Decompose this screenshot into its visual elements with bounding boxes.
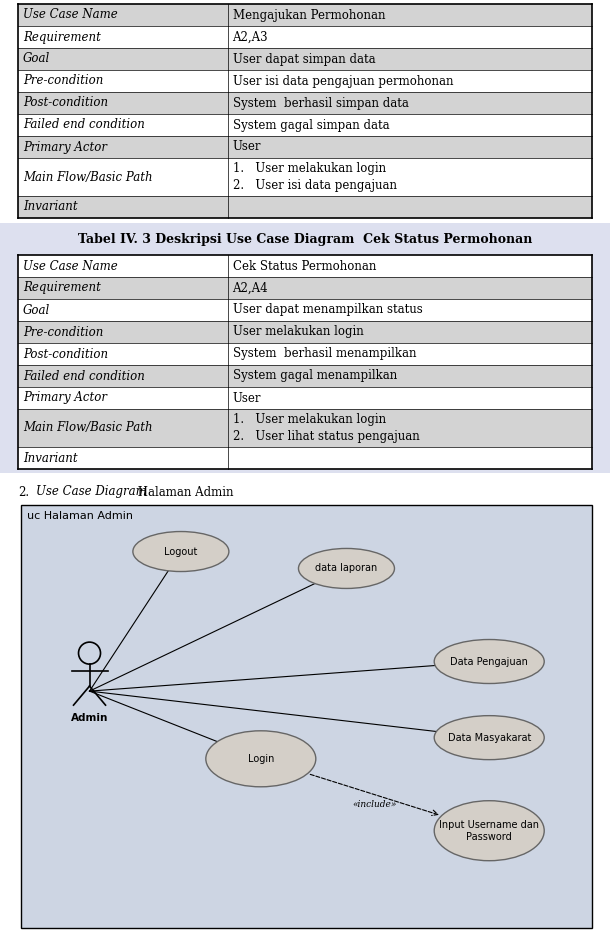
- Ellipse shape: [298, 548, 395, 588]
- Bar: [18, 299, 592, 321]
- Bar: [18, 343, 592, 365]
- Text: 2.   User isi data pengajuan: 2. User isi data pengajuan: [232, 179, 396, 192]
- Bar: [18, 114, 592, 136]
- Text: System  berhasil simpan data: System berhasil simpan data: [232, 97, 408, 109]
- Bar: [18, 4, 592, 26]
- Text: Primary Actor: Primary Actor: [23, 391, 107, 404]
- Text: User melakukan login: User melakukan login: [232, 325, 364, 338]
- Text: Use Case Name: Use Case Name: [23, 259, 118, 272]
- Bar: [18, 387, 592, 409]
- Bar: [18, 409, 592, 447]
- Bar: [18, 196, 592, 218]
- Bar: [18, 48, 592, 70]
- Text: Mengajukan Permohonan: Mengajukan Permohonan: [232, 8, 385, 21]
- Ellipse shape: [434, 801, 544, 861]
- Text: Invariant: Invariant: [23, 451, 77, 464]
- Text: Pre-condition: Pre-condition: [23, 325, 103, 338]
- Text: 2.: 2.: [18, 486, 29, 499]
- Text: Admin: Admin: [71, 713, 108, 723]
- Text: Logout: Logout: [164, 546, 198, 556]
- Bar: [18, 365, 592, 387]
- Text: Tabel IV. 3 Deskripsi Use Case Diagram  Cek Status Permohonan: Tabel IV. 3 Deskripsi Use Case Diagram C…: [78, 234, 532, 246]
- Bar: [18, 26, 592, 48]
- Text: data laporan: data laporan: [315, 564, 378, 573]
- Text: Failed end condition: Failed end condition: [23, 118, 145, 131]
- Text: Goal: Goal: [23, 304, 50, 317]
- Bar: [21, 505, 592, 928]
- Text: Login: Login: [248, 754, 274, 764]
- Text: User isi data pengajuan permohonan: User isi data pengajuan permohonan: [232, 75, 453, 88]
- Bar: [18, 70, 592, 92]
- Bar: [18, 255, 592, 277]
- Text: User dapat simpan data: User dapat simpan data: [232, 52, 375, 65]
- Text: Requirement: Requirement: [23, 31, 101, 44]
- Text: Post-condition: Post-condition: [23, 348, 108, 361]
- Text: 1.   User melakukan login: 1. User melakukan login: [232, 162, 386, 175]
- Text: Requirement: Requirement: [23, 281, 101, 295]
- Text: 2.   User lihat status pengajuan: 2. User lihat status pengajuan: [232, 431, 419, 444]
- Ellipse shape: [206, 731, 316, 787]
- Text: Halaman Admin: Halaman Admin: [134, 486, 234, 499]
- Bar: [18, 136, 592, 158]
- Text: «include»: «include»: [353, 800, 396, 809]
- Text: Input Username dan
Password: Input Username dan Password: [439, 820, 539, 842]
- Text: User: User: [232, 391, 261, 404]
- Bar: [18, 92, 592, 114]
- Text: Data Pengajuan: Data Pengajuan: [450, 656, 528, 666]
- Text: A2,A3: A2,A3: [232, 31, 268, 44]
- Text: Main Flow/Basic Path: Main Flow/Basic Path: [23, 171, 152, 184]
- Text: Data Masyakarat: Data Masyakarat: [448, 733, 531, 743]
- Text: Goal: Goal: [23, 52, 50, 65]
- Text: System gagal menampilkan: System gagal menampilkan: [232, 369, 396, 382]
- Text: System gagal simpan data: System gagal simpan data: [232, 118, 389, 131]
- Text: Failed end condition: Failed end condition: [23, 369, 145, 382]
- Text: Primary Actor: Primary Actor: [23, 141, 107, 154]
- Ellipse shape: [434, 716, 544, 760]
- Text: 1.   User melakukan login: 1. User melakukan login: [232, 413, 386, 426]
- Text: Cek Status Permohonan: Cek Status Permohonan: [232, 259, 376, 272]
- Text: Invariant: Invariant: [23, 200, 77, 213]
- Text: A2,A4: A2,A4: [232, 281, 268, 295]
- Text: Use Case Diagram: Use Case Diagram: [36, 486, 147, 499]
- Bar: [18, 158, 592, 196]
- Text: Use Case Name: Use Case Name: [23, 8, 118, 21]
- Text: Post-condition: Post-condition: [23, 97, 108, 109]
- Bar: [0, 223, 610, 473]
- Text: User: User: [232, 141, 261, 154]
- Ellipse shape: [133, 531, 229, 571]
- Text: Main Flow/Basic Path: Main Flow/Basic Path: [23, 421, 152, 434]
- Bar: [18, 277, 592, 299]
- Bar: [18, 321, 592, 343]
- Ellipse shape: [434, 639, 544, 683]
- Text: uc Halaman Admin: uc Halaman Admin: [27, 511, 133, 521]
- Bar: [18, 447, 592, 469]
- Text: User dapat menampilkan status: User dapat menampilkan status: [232, 304, 422, 317]
- Text: Pre-condition: Pre-condition: [23, 75, 103, 88]
- Text: System  berhasil menampilkan: System berhasil menampilkan: [232, 348, 416, 361]
